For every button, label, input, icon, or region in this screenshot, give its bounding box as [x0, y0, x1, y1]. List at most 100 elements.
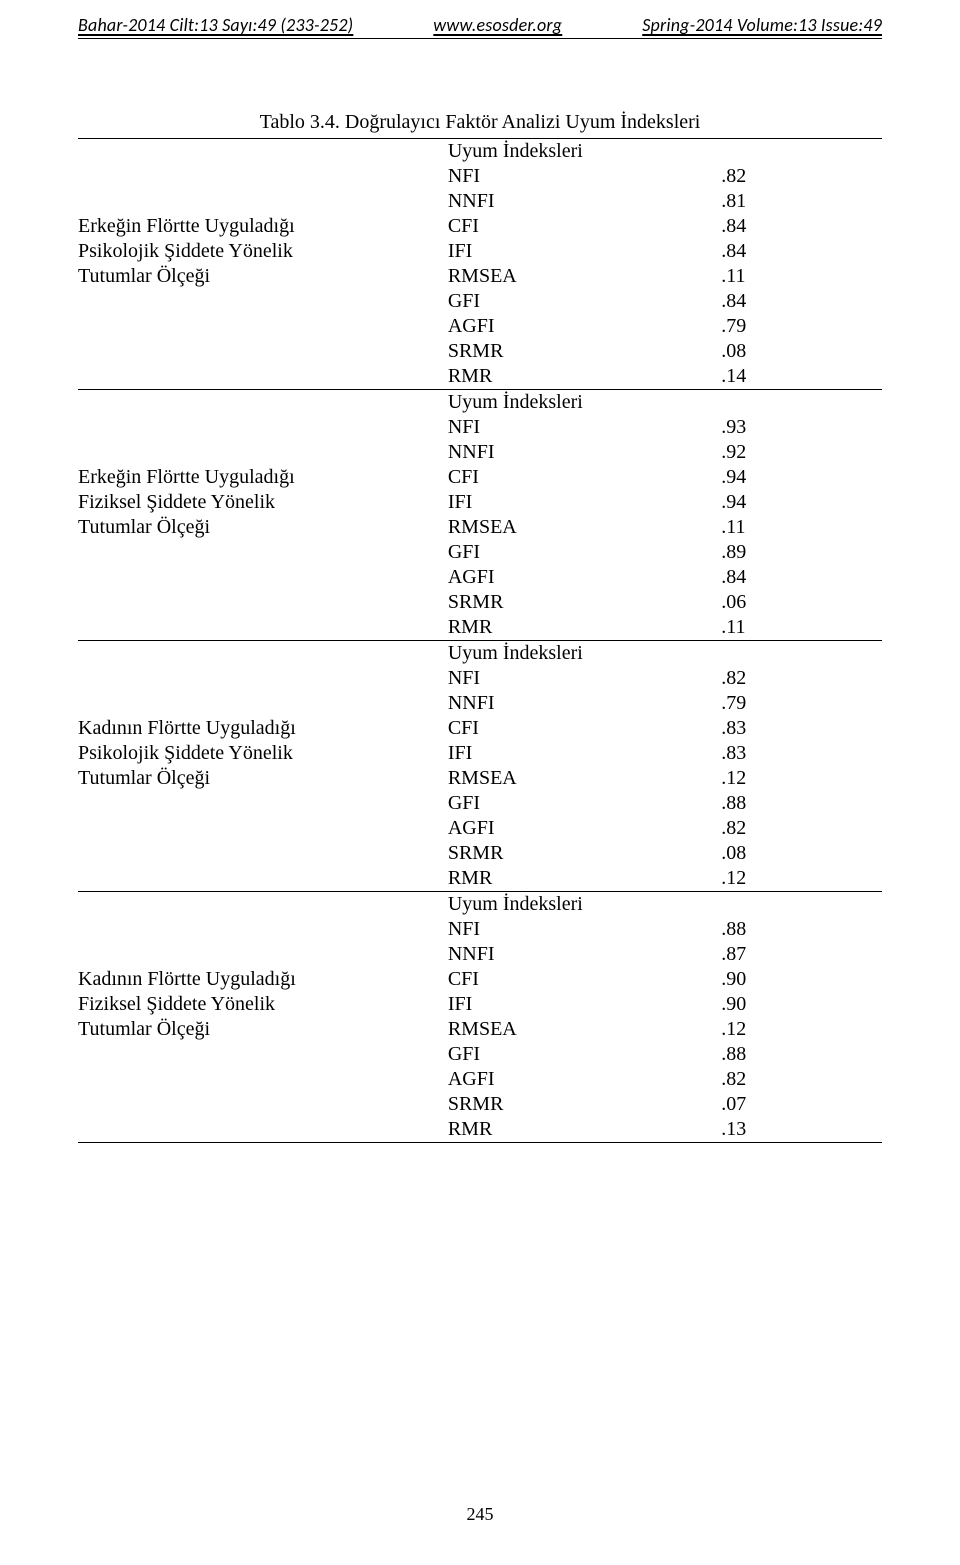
index-value: .11	[721, 615, 882, 641]
index-value: .88	[721, 1042, 882, 1067]
group-label-cell	[78, 1067, 448, 1092]
group-label-cell	[78, 666, 448, 691]
group-label-cell	[78, 164, 448, 189]
group-cell-blank	[78, 892, 448, 918]
group-label-cell: Tutumlar Ölçeği	[78, 515, 448, 540]
index-name: RMR	[448, 1117, 721, 1143]
group-label-cell: Tutumlar Ölçeği	[78, 1017, 448, 1042]
group-label-cell	[78, 942, 448, 967]
index-value: .81	[721, 189, 882, 214]
index-value: .14	[721, 364, 882, 390]
index-value: .87	[721, 942, 882, 967]
index-value: .84	[721, 565, 882, 590]
index-value: .90	[721, 967, 882, 992]
index-value: .79	[721, 314, 882, 339]
index-name: GFI	[448, 540, 721, 565]
index-value: .92	[721, 440, 882, 465]
index-value: .12	[721, 766, 882, 791]
index-value: .06	[721, 590, 882, 615]
index-name: NNFI	[448, 189, 721, 214]
group-label-cell	[78, 691, 448, 716]
group-label-cell	[78, 1092, 448, 1117]
index-value: .84	[721, 289, 882, 314]
group-label-cell	[78, 415, 448, 440]
index-value: .83	[721, 716, 882, 741]
index-name: NNFI	[448, 942, 721, 967]
index-value: .93	[721, 415, 882, 440]
index-name: RMSEA	[448, 1017, 721, 1042]
index-name: RMSEA	[448, 515, 721, 540]
index-value: .13	[721, 1117, 882, 1143]
index-name: SRMR	[448, 339, 721, 364]
index-name: IFI	[448, 239, 721, 264]
index-name: CFI	[448, 716, 721, 741]
index-name: SRMR	[448, 590, 721, 615]
index-value: .12	[721, 866, 882, 892]
group-label-cell	[78, 364, 448, 390]
index-value: .82	[721, 816, 882, 841]
group-label-cell: Kadının Flörtte Uyguladığı	[78, 967, 448, 992]
group-label-cell: Erkeğin Flörtte Uyguladığı	[78, 465, 448, 490]
index-name: NNFI	[448, 691, 721, 716]
index-value: .83	[721, 741, 882, 766]
uyum-indeksleri-label: Uyum İndeksleri	[448, 892, 882, 918]
uyum-indeksleri-label: Uyum İndeksleri	[448, 390, 882, 416]
index-value: .94	[721, 490, 882, 515]
index-name: GFI	[448, 289, 721, 314]
index-name: AGFI	[448, 1067, 721, 1092]
group-cell-blank	[78, 390, 448, 416]
fit-indices-table: Uyum İndeksleriNFI.82NNFI.81Erkeğin Flör…	[78, 138, 882, 1143]
index-name: CFI	[448, 465, 721, 490]
group-label-cell	[78, 615, 448, 641]
index-value: .08	[721, 339, 882, 364]
index-value: .88	[721, 917, 882, 942]
index-name: AGFI	[448, 314, 721, 339]
index-name: AGFI	[448, 816, 721, 841]
index-value: .84	[721, 239, 882, 264]
index-name: NFI	[448, 415, 721, 440]
uyum-indeksleri-label: Uyum İndeksleri	[448, 641, 882, 667]
index-name: RMR	[448, 866, 721, 892]
index-name: IFI	[448, 490, 721, 515]
index-value: .88	[721, 791, 882, 816]
index-name: NFI	[448, 666, 721, 691]
index-value: .08	[721, 841, 882, 866]
index-name: CFI	[448, 214, 721, 239]
group-label-cell	[78, 189, 448, 214]
group-label-cell	[78, 590, 448, 615]
index-name: RMR	[448, 364, 721, 390]
index-name: AGFI	[448, 565, 721, 590]
group-label-cell	[78, 791, 448, 816]
group-label-cell: Fiziksel Şiddete Yönelik	[78, 490, 448, 515]
group-label-cell	[78, 841, 448, 866]
group-label-cell	[78, 917, 448, 942]
group-cell-blank	[78, 139, 448, 165]
running-header: Bahar-2014 Cilt:13 Sayı:49 (233-252) www…	[78, 0, 882, 39]
index-value: .12	[721, 1017, 882, 1042]
index-name: RMR	[448, 615, 721, 641]
group-label-cell: Kadının Flörtte Uyguladığı	[78, 716, 448, 741]
index-value: .11	[721, 515, 882, 540]
header-left: Bahar-2014 Cilt:13 Sayı:49 (233-252)	[78, 14, 353, 36]
group-label-cell: Psikolojik Şiddete Yönelik	[78, 741, 448, 766]
group-label-cell	[78, 440, 448, 465]
group-label-cell: Tutumlar Ölçeği	[78, 264, 448, 289]
group-label-cell: Psikolojik Şiddete Yönelik	[78, 239, 448, 264]
index-value: .07	[721, 1092, 882, 1117]
index-value: .89	[721, 540, 882, 565]
index-value: .82	[721, 1067, 882, 1092]
header-right: Spring-2014 Volume:13 Issue:49	[642, 14, 882, 36]
index-name: NFI	[448, 917, 721, 942]
page-number: 245	[0, 1504, 960, 1525]
index-value: .94	[721, 465, 882, 490]
index-value: .84	[721, 214, 882, 239]
group-label-cell	[78, 1117, 448, 1143]
group-label-cell	[78, 816, 448, 841]
group-label-cell	[78, 540, 448, 565]
index-value: .82	[721, 666, 882, 691]
index-name: RMSEA	[448, 766, 721, 791]
uyum-indeksleri-label: Uyum İndeksleri	[448, 139, 882, 165]
table-caption: Tablo 3.4. Doğrulayıcı Faktör Analizi Uy…	[78, 111, 882, 134]
index-value: .11	[721, 264, 882, 289]
index-name: SRMR	[448, 1092, 721, 1117]
